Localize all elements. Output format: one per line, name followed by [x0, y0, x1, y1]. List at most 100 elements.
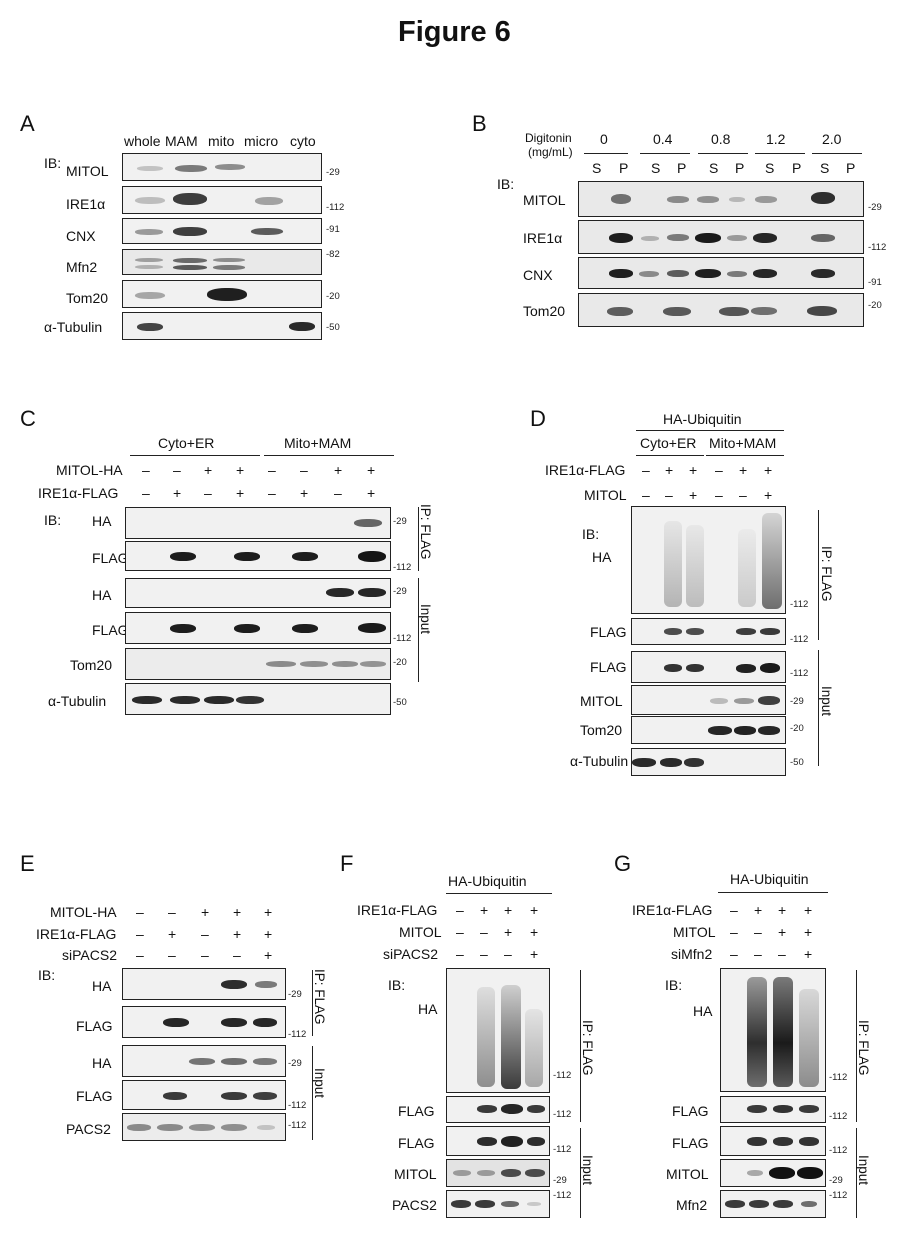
plus-sign: +	[530, 902, 539, 918]
minus-sign: –	[168, 947, 176, 963]
minus-sign: –	[136, 904, 144, 920]
blot-label: HA	[92, 587, 112, 603]
blot-label: MITOL	[394, 1166, 437, 1182]
plus-sign: +	[264, 904, 273, 920]
blot-label: HA	[592, 549, 612, 565]
plus-sign: +	[168, 926, 177, 942]
lane-label: whole	[124, 133, 161, 149]
blot-label: PACS2	[66, 1121, 111, 1137]
plus-sign: +	[367, 462, 376, 478]
lane-label: cyto	[290, 133, 316, 149]
mw-marker: -112	[393, 633, 412, 644]
mw-marker: -112	[829, 1111, 848, 1122]
digitonin-label: Digitonin	[525, 131, 572, 145]
mw-marker: -20	[393, 657, 407, 668]
minus-sign: –	[504, 946, 512, 962]
minus-sign: –	[173, 462, 181, 478]
ha-ubiquitin-label: HA-Ubiquitin	[663, 411, 742, 427]
row-label: IRE1α-FLAG	[632, 902, 713, 918]
plus-sign: +	[233, 904, 242, 920]
plus-sign: +	[233, 926, 242, 942]
plus-sign: +	[173, 485, 182, 501]
mw-marker: -112	[553, 1190, 572, 1201]
plus-sign: +	[264, 926, 273, 942]
minus-sign: –	[142, 462, 150, 478]
s-label: S	[651, 160, 661, 176]
mw-marker: -112	[553, 1070, 572, 1081]
p-label: P	[619, 160, 629, 176]
s-label: S	[820, 160, 830, 176]
minus-sign: –	[456, 924, 464, 940]
blot-strip	[720, 968, 826, 1092]
blot-strip	[446, 1126, 550, 1156]
ha-ubiquitin-label: HA-Ubiquitin	[730, 871, 809, 887]
input-label: Input	[819, 686, 834, 717]
s-label: S	[709, 160, 719, 176]
blot-label: FLAG	[672, 1135, 709, 1151]
p-label: P	[846, 160, 856, 176]
row-label: siPACS2	[383, 946, 438, 962]
minus-sign: –	[754, 946, 762, 962]
mw-marker: -112	[288, 1029, 307, 1040]
blot-label: MITOL	[523, 192, 566, 208]
input-label: Input	[418, 604, 433, 635]
blot-strip	[122, 968, 286, 1000]
mw-marker: -91	[868, 277, 882, 288]
blot-strip	[122, 1113, 286, 1141]
plus-sign: +	[480, 902, 489, 918]
blot-strip	[446, 1159, 550, 1187]
mw-marker: -112	[553, 1144, 572, 1155]
blot-label: PACS2	[392, 1197, 437, 1213]
plus-sign: +	[367, 485, 376, 501]
p-label: P	[735, 160, 745, 176]
minus-sign: –	[715, 487, 723, 503]
blot-label: α-Tubulin	[44, 319, 103, 335]
blot-label: HA	[92, 978, 112, 994]
blot-strip	[446, 1096, 550, 1123]
mw-marker: -112	[829, 1145, 848, 1156]
blot-strip	[125, 578, 391, 608]
concentration-label: 1.2	[766, 131, 786, 147]
mw-marker: -112	[790, 668, 809, 679]
mw-marker: -29	[790, 696, 804, 707]
row-label: IRE1α-FLAG	[36, 926, 117, 942]
blot-strip	[578, 257, 864, 289]
blot-strip	[125, 507, 391, 539]
mw-marker: -29	[393, 516, 407, 527]
blot-strip	[125, 541, 391, 571]
blot-strip	[578, 181, 864, 217]
ib-label: IB:	[38, 967, 56, 983]
blot-strip	[122, 218, 322, 244]
group-label: Mito+MAM	[709, 435, 777, 451]
plus-sign: +	[764, 462, 773, 478]
blot-strip	[122, 312, 322, 340]
blot-strip	[122, 1006, 286, 1038]
minus-sign: –	[754, 924, 762, 940]
figure-title: Figure 6	[398, 16, 511, 48]
blot-label: FLAG	[398, 1103, 435, 1119]
mw-marker: -112	[326, 202, 345, 213]
blot-label: Mfn2	[676, 1197, 708, 1213]
plus-sign: +	[264, 947, 273, 963]
blot-strip	[122, 153, 322, 181]
blot-label: MITOL	[580, 693, 623, 709]
blot-label: Tom20	[580, 722, 623, 738]
plus-sign: +	[778, 902, 787, 918]
minus-sign: –	[204, 485, 212, 501]
blot-label: CNX	[66, 228, 96, 244]
mw-marker: -29	[288, 1058, 302, 1069]
blot-label: α-Tubulin	[570, 753, 629, 769]
ip-flag-label: IP: FLAG	[819, 546, 834, 602]
input-label: Input	[312, 1068, 327, 1099]
blot-strip	[631, 618, 786, 645]
blot-label: IRE1α	[523, 230, 563, 246]
minus-sign: –	[642, 487, 650, 503]
minus-sign: –	[730, 946, 738, 962]
minus-sign: –	[268, 462, 276, 478]
mw-marker: -91	[326, 224, 340, 235]
mw-marker: -29	[326, 167, 340, 178]
panel-label: A	[20, 111, 35, 136]
plus-sign: +	[804, 946, 813, 962]
plus-sign: +	[204, 462, 213, 478]
row-label: siPACS2	[62, 947, 117, 963]
